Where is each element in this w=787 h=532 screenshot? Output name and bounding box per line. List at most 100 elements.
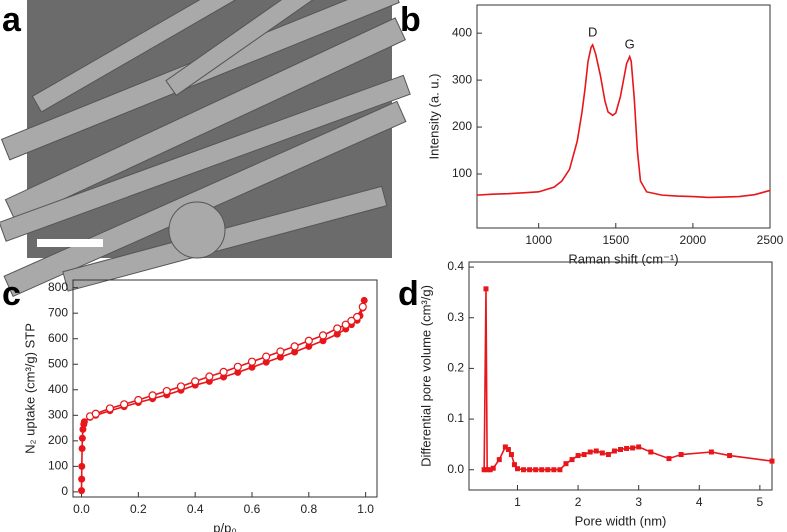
x-tick-label: 0.2 xyxy=(130,502,147,516)
marker xyxy=(358,302,367,311)
marker xyxy=(636,444,642,450)
marker xyxy=(511,462,517,468)
marker xyxy=(666,456,672,462)
x-axis-label: Raman shift (cm⁻¹) xyxy=(568,251,678,266)
marker xyxy=(727,453,733,459)
marker xyxy=(508,452,514,458)
marker xyxy=(233,362,242,371)
marker xyxy=(487,467,493,473)
marker xyxy=(105,404,115,413)
marker xyxy=(490,465,496,471)
x-tick-label: 2500 xyxy=(757,233,784,247)
marker xyxy=(78,475,86,483)
series-line xyxy=(476,43,771,199)
marker xyxy=(176,382,186,391)
scale-bar xyxy=(37,239,103,247)
marker xyxy=(205,372,214,381)
y-tick-label: 300 xyxy=(48,407,68,421)
marker xyxy=(276,353,284,361)
x-tick-label: 2 xyxy=(575,495,582,509)
marker xyxy=(618,446,623,452)
y-tick-label: 400 xyxy=(452,25,472,39)
marker xyxy=(78,462,86,470)
marker xyxy=(347,316,356,325)
marker xyxy=(575,453,581,459)
y-tick-label: 0.4 xyxy=(447,259,464,273)
x-axis-label: Pore width (nm) xyxy=(575,513,667,528)
panel-label: c xyxy=(2,275,21,313)
y-tick-label: 700 xyxy=(48,305,68,319)
marker xyxy=(587,449,593,455)
sem-tubes xyxy=(0,0,411,298)
panel-label: d xyxy=(398,275,419,313)
marker xyxy=(539,467,545,473)
marker xyxy=(630,445,636,451)
marker xyxy=(276,347,285,356)
x-tick-label: 1.0 xyxy=(357,502,374,516)
marker xyxy=(120,400,129,409)
marker xyxy=(569,457,575,463)
marker xyxy=(234,368,242,376)
x-tick-label: 0.6 xyxy=(244,502,261,516)
marker xyxy=(708,449,714,455)
marker xyxy=(262,352,271,361)
plot-frame xyxy=(72,279,378,498)
marker xyxy=(545,467,551,473)
marker xyxy=(563,461,569,467)
x-tick-label: 1 xyxy=(514,495,521,509)
y-axis-label: Differential pore volume (cm³/g) xyxy=(418,285,433,467)
marker xyxy=(624,445,630,451)
x-tick-label: 4 xyxy=(696,495,703,509)
marker xyxy=(333,324,342,333)
series-line xyxy=(80,300,366,491)
y-tick-label: 0.1 xyxy=(447,411,464,425)
marker xyxy=(599,450,605,456)
marker xyxy=(290,342,299,351)
annotation: G xyxy=(625,36,635,51)
marker xyxy=(91,409,100,418)
x-axis-label: p/p₀ xyxy=(213,520,236,532)
y-tick-label: 0 xyxy=(61,484,68,498)
marker xyxy=(162,386,171,396)
plot-frame xyxy=(476,4,771,229)
marker xyxy=(262,358,270,366)
y-tick-label: 600 xyxy=(48,331,68,345)
marker xyxy=(148,391,157,400)
marker xyxy=(557,467,563,473)
sem-image xyxy=(0,0,411,298)
marker xyxy=(678,452,684,458)
y-tick-label: 0.0 xyxy=(447,462,464,476)
y-tick-label: 200 xyxy=(452,119,472,133)
marker xyxy=(611,448,617,454)
marker xyxy=(304,336,313,345)
marker xyxy=(247,357,257,366)
x-tick-label: 3 xyxy=(635,495,642,509)
marker xyxy=(593,448,599,454)
marker xyxy=(291,348,299,356)
marker xyxy=(78,434,86,442)
marker xyxy=(191,377,200,386)
marker xyxy=(353,312,362,322)
marker xyxy=(769,458,775,464)
y-tick-label: 200 xyxy=(48,433,68,447)
marker xyxy=(514,466,520,472)
marker xyxy=(341,320,350,329)
x-tick-label: 0.4 xyxy=(187,502,204,516)
x-tick-label: 1000 xyxy=(525,233,552,247)
series-line xyxy=(89,306,364,418)
series-line xyxy=(483,288,773,471)
marker xyxy=(605,452,611,458)
marker xyxy=(318,331,328,340)
marker xyxy=(484,467,490,473)
y-axis-label: Intensity (a. u.) xyxy=(426,74,441,160)
y-tick-label: 0.3 xyxy=(447,310,464,324)
panel-label: b xyxy=(400,1,421,39)
x-tick-label: 1500 xyxy=(602,233,629,247)
marker xyxy=(80,418,88,426)
marker xyxy=(78,444,86,452)
marker xyxy=(648,449,654,455)
y-tick-label: 500 xyxy=(48,356,68,370)
marker xyxy=(521,467,527,473)
y-axis-label: N₂ uptake (cm³/g) STP xyxy=(22,323,37,454)
